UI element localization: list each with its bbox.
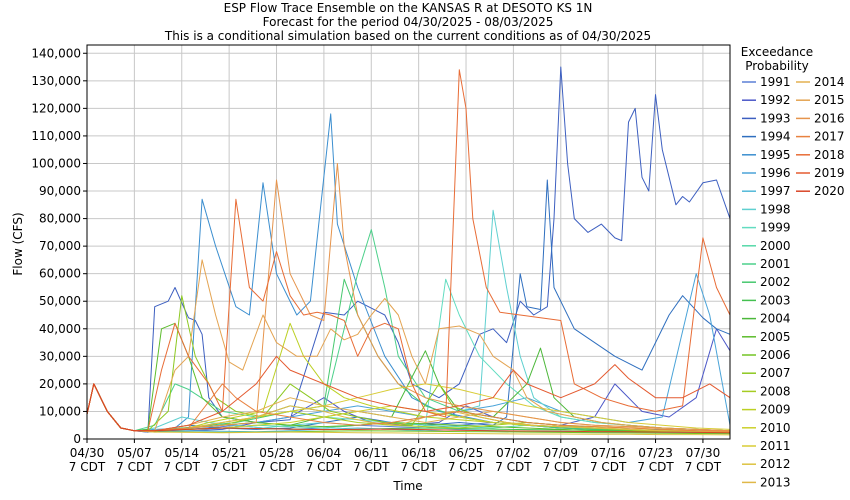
series-line-2020 (86, 383, 731, 434)
y-tick-label: 100,000 (31, 156, 81, 170)
legend-label-2018: 2018 (814, 148, 845, 162)
y-tick-label: 110,000 (31, 129, 81, 143)
y-tick-label: 40,000 (39, 322, 81, 336)
x-tick-time-label: 7 CDT (353, 460, 390, 474)
series-line-2016 (86, 163, 731, 432)
x-tick-date-label: 05/14 (164, 446, 199, 460)
x-tick-date-label: 07/16 (591, 446, 626, 460)
x-tick-date-label: 07/09 (543, 446, 578, 460)
x-tick-time-label: 7 CDT (258, 460, 295, 474)
legend-label-1999: 1999 (760, 221, 791, 235)
series-line-2009 (86, 322, 731, 433)
y-tick-label: 10,000 (39, 404, 81, 418)
title-line-1: ESP Flow Trace Ensemble on the KANSAS R … (224, 1, 593, 15)
y-axis-label: Flow (CFS) (11, 212, 25, 275)
x-tick-time-label: 7 CDT (543, 460, 580, 474)
legend-label-2002: 2002 (760, 275, 791, 289)
x-tick-time-label: 7 CDT (69, 460, 106, 474)
legend-label-2011: 2011 (760, 439, 791, 453)
series-line-2005 (86, 322, 731, 433)
x-tick-date-label: 07/23 (638, 446, 673, 460)
legend-label-2008: 2008 (760, 384, 791, 398)
y-tick-label: 140,000 (31, 46, 81, 60)
x-tick-date-label: 05/28 (259, 446, 294, 460)
x-tick-date-label: 07/02 (496, 446, 531, 460)
x-tick-date-label: 06/04 (307, 446, 342, 460)
legend-label-2019: 2019 (814, 166, 845, 180)
x-tick-time-label: 7 CDT (211, 460, 248, 474)
series-line-1993 (86, 66, 731, 433)
y-tick-label: 20,000 (39, 377, 81, 391)
legend-entries: 1991 1992 1993 1994 1995 1996 1997 1998 1999 2000… (742, 75, 845, 489)
legend-label-2017: 2017 (814, 130, 845, 144)
legend-label-1998: 1998 (760, 202, 791, 216)
legend-label-2005: 2005 (760, 330, 791, 344)
series-line-2001 (86, 229, 731, 433)
legend-label-2012: 2012 (760, 457, 791, 471)
y-tick-label: 90,000 (39, 184, 81, 198)
series-line-2015 (86, 259, 731, 432)
legend-label-2014: 2014 (814, 75, 845, 89)
x-axis-label: Time (392, 479, 422, 493)
legend-title-line-2: Probability (745, 59, 808, 73)
x-tick-date-label: 07/30 (686, 446, 721, 460)
y-tick-label: 50,000 (39, 294, 81, 308)
y-tick-label: 0 (73, 432, 81, 446)
x-tick-time-label: 7 CDT (400, 460, 437, 474)
x-tick-date-label: 05/21 (212, 446, 247, 460)
legend-label-2010: 2010 (760, 421, 791, 435)
legend-label-2009: 2009 (760, 403, 791, 417)
legend-label-1993: 1993 (760, 111, 791, 125)
legend-label-2016: 2016 (814, 111, 845, 125)
series-line-1998 (86, 209, 731, 432)
x-tick-date-label: 06/25 (449, 446, 484, 460)
x-tick-date-label: 06/18 (401, 446, 436, 460)
grid-lines (86, 45, 730, 440)
series-lines (86, 66, 731, 436)
series-line-2018 (86, 69, 731, 432)
y-tick-label: 70,000 (39, 239, 81, 253)
x-tick-time-label: 7 CDT (685, 460, 722, 474)
x-tick-time-label: 7 CDT (116, 460, 153, 474)
legend-label-1996: 1996 (760, 166, 791, 180)
legend-label-2001: 2001 (760, 257, 791, 271)
x-tick-date-label: 04/30 (70, 446, 105, 460)
y-tick-label: 60,000 (39, 267, 81, 281)
legend-title-line-1: Exceedance (741, 45, 813, 59)
x-tick-date-label: 05/07 (117, 446, 152, 460)
x-tick-time-label: 7 CDT (495, 460, 532, 474)
x-tick-date-label: 06/11 (354, 446, 389, 460)
plot-area-frame (86, 44, 731, 440)
y-tick-label: 80,000 (39, 212, 81, 226)
y-axis-ticks: 0 10,000 20,000 30,000 40,000 50,000 60,000 70,… (31, 46, 87, 446)
legend-label-2006: 2006 (760, 348, 791, 362)
legend-label-1992: 1992 (760, 93, 791, 107)
legend-label-1991: 1991 (760, 75, 791, 89)
y-tick-label: 120,000 (31, 101, 81, 115)
legend-label-2000: 2000 (760, 239, 791, 253)
legend-label-2003: 2003 (760, 293, 791, 307)
x-tick-time-label: 7 CDT (590, 460, 627, 474)
x-tick-time-label: 7 CDT (637, 460, 674, 474)
legend-label-2007: 2007 (760, 366, 791, 380)
chart-title: ESP Flow Trace Ensemble on the KANSAS R … (164, 1, 651, 43)
legend-label-2004: 2004 (760, 312, 791, 326)
x-tick-time-label: 7 CDT (306, 460, 343, 474)
legend: Exceedance Probability 19911992199319941… (741, 45, 845, 489)
x-tick-time-label: 7 CDT (164, 460, 201, 474)
legend-label-2015: 2015 (814, 93, 845, 107)
legend-label-1997: 1997 (760, 184, 791, 198)
y-tick-label: 30,000 (39, 349, 81, 363)
y-tick-label: 130,000 (31, 74, 81, 88)
legend-label-1994: 1994 (760, 130, 791, 144)
legend-label-2020: 2020 (814, 184, 845, 198)
x-tick-time-label: 7 CDT (448, 460, 485, 474)
legend-label-1995: 1995 (760, 148, 791, 162)
title-line-3: This is a conditional simulation based o… (164, 29, 651, 43)
legend-label-2013: 2013 (760, 475, 791, 489)
title-line-2: Forecast for the period 04/30/2025 - 08/… (263, 15, 554, 29)
